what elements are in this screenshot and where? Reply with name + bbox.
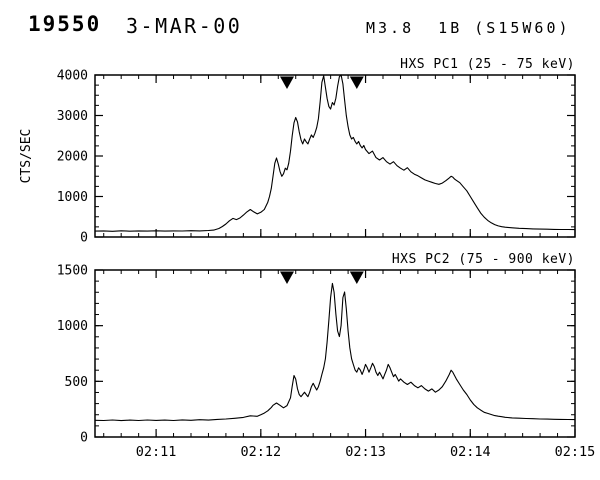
signal-trace bbox=[94, 282, 576, 422]
y-tick-label: 3000 bbox=[57, 109, 88, 124]
signal-trace bbox=[94, 74, 576, 232]
y-tick-label: 4000 bbox=[57, 69, 88, 84]
axes bbox=[94, 269, 576, 438]
x-tick-label: 02:15 bbox=[555, 444, 596, 460]
y-tick-label: 500 bbox=[65, 375, 88, 390]
y-tick-label: 1000 bbox=[57, 190, 88, 205]
interval-marker-icon bbox=[280, 271, 294, 284]
y-tick-label: 1500 bbox=[57, 264, 88, 279]
axes bbox=[94, 74, 576, 238]
plot-frame bbox=[94, 74, 576, 238]
plot-frame bbox=[94, 269, 576, 438]
hxs-pc1-chart: 0 1000 2000 3000 4000 HXS PC1 (25 - 75 keV) CT… bbox=[19, 57, 576, 246]
y-tick-label: 2000 bbox=[57, 150, 88, 165]
interval-marker-icon bbox=[349, 76, 364, 89]
event-date: 3-MAR-00 bbox=[126, 14, 243, 38]
panel-title: HXS PC2 (75 - 900 keV) bbox=[392, 252, 575, 267]
interval-marker-icon bbox=[349, 271, 364, 284]
y-tick-label: 1000 bbox=[57, 319, 88, 334]
flare-class: M3.8 1B (S15W60) bbox=[366, 19, 571, 37]
x-tick-label: 02:11 bbox=[136, 444, 177, 460]
x-tick-label: 02:13 bbox=[345, 444, 386, 460]
hxs-pc2-chart: 0 500 1000 1500 02:11 02:12 02:13 02:14 02:15 HXS… bbox=[57, 252, 596, 460]
event-number: 19550 bbox=[28, 12, 102, 36]
x-tick-label: 02:14 bbox=[450, 444, 491, 460]
panel-title: HXS PC1 (25 - 75 keV) bbox=[400, 57, 575, 72]
interval-marker-icon bbox=[280, 76, 294, 89]
y-tick-label: 0 bbox=[80, 231, 88, 246]
x-tick-label: 02:12 bbox=[240, 444, 281, 460]
y-axis-label: CTS/SEC bbox=[19, 129, 34, 184]
y-tick-label: 0 bbox=[80, 431, 88, 446]
